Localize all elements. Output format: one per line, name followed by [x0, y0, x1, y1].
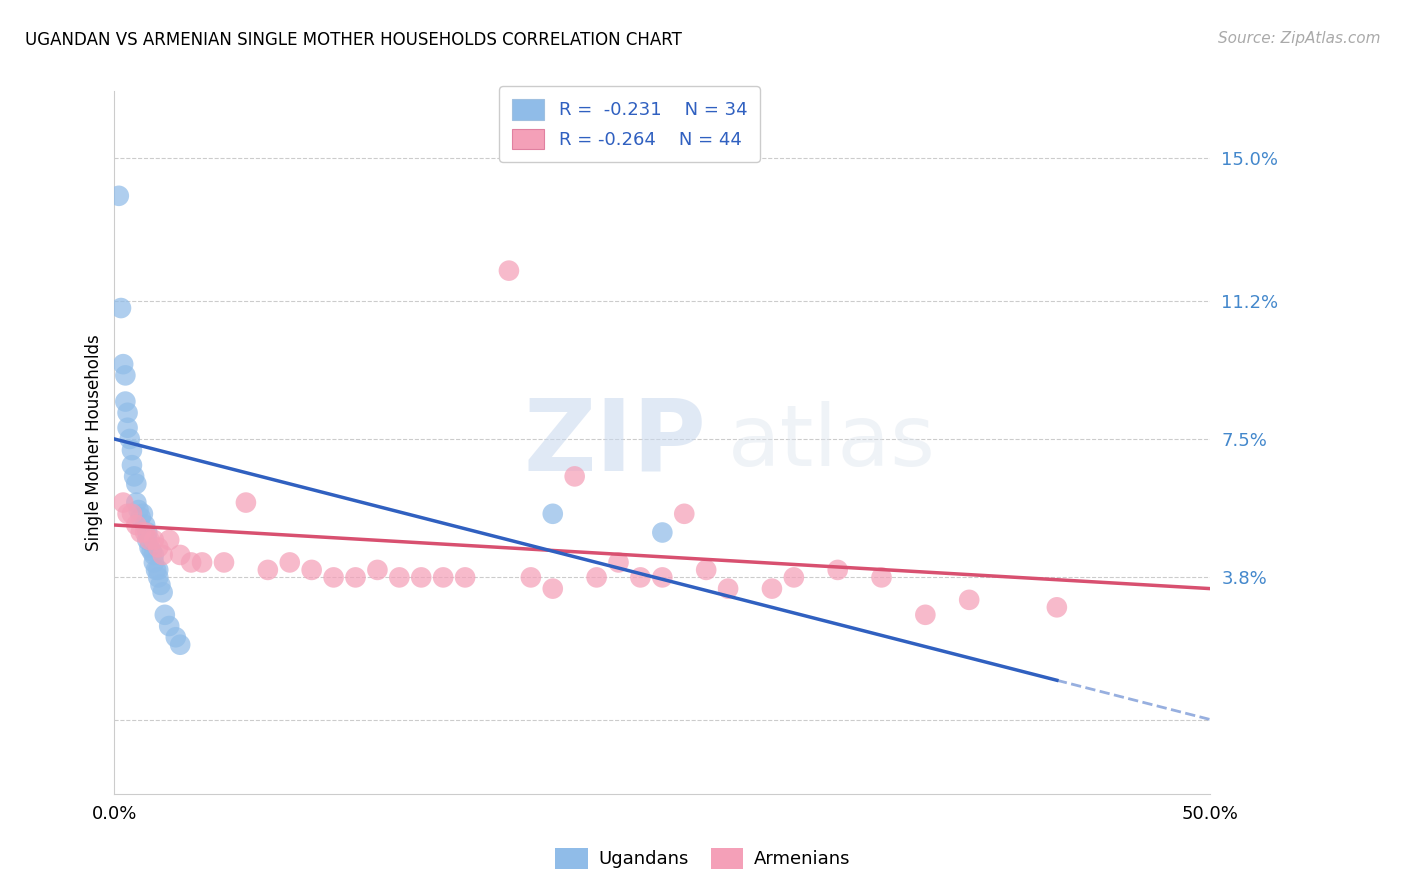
Point [541, 507, 564, 521]
Point [142, 533, 165, 547]
Point [673, 507, 696, 521]
Point [121, 458, 143, 472]
Point [157, 533, 180, 547]
Point [301, 563, 323, 577]
Point [118, 432, 141, 446]
Point [125, 476, 148, 491]
Point [129, 525, 152, 540]
Point [870, 570, 893, 584]
Point [564, 469, 586, 483]
Point [388, 570, 411, 584]
Point [761, 582, 783, 596]
Point [541, 582, 564, 596]
Point [717, 582, 740, 596]
Point [121, 443, 143, 458]
Text: Source: ZipAtlas.com: Source: ZipAtlas.com [1218, 31, 1381, 46]
Point [134, 518, 156, 533]
Point [628, 570, 651, 584]
Point [134, 525, 156, 540]
Point [914, 607, 936, 622]
Point [110, 301, 132, 315]
Point [114, 368, 136, 383]
Legend: Ugandans, Armenians: Ugandans, Armenians [548, 840, 858, 876]
Point [117, 507, 139, 521]
Text: ZIP: ZIP [523, 394, 706, 491]
Point [165, 630, 187, 644]
Y-axis label: Single Mother Households: Single Mother Households [86, 334, 103, 551]
Point [138, 533, 160, 547]
Point [278, 556, 301, 570]
Point [148, 570, 170, 584]
Point [180, 556, 202, 570]
Point [169, 548, 191, 562]
Point [344, 570, 367, 584]
Text: UGANDAN VS ARMENIAN SINGLE MOTHER HOUSEHOLDS CORRELATION CHART: UGANDAN VS ARMENIAN SINGLE MOTHER HOUSEH… [25, 31, 682, 49]
Point [117, 406, 139, 420]
Point [128, 503, 150, 517]
Point [695, 563, 717, 577]
Point [129, 510, 152, 524]
Point [191, 556, 214, 570]
Point [122, 469, 145, 483]
Point [121, 507, 143, 521]
Point [148, 563, 170, 577]
Point [827, 563, 849, 577]
Point [149, 578, 172, 592]
Point [432, 570, 454, 584]
Point [136, 525, 159, 540]
Point [498, 263, 520, 277]
Point [153, 607, 176, 622]
Point [114, 394, 136, 409]
Point [142, 556, 165, 570]
Point [107, 189, 129, 203]
Point [520, 570, 543, 584]
Text: atlas: atlas [728, 401, 936, 484]
Point [1046, 600, 1069, 615]
Point [142, 548, 165, 562]
Point [125, 495, 148, 509]
Point [138, 541, 160, 555]
Point [132, 507, 155, 521]
Point [112, 357, 135, 371]
Point [212, 556, 235, 570]
Point [651, 525, 673, 540]
Point [157, 619, 180, 633]
Point [957, 592, 980, 607]
Legend: R =  -0.231    N = 34, R = -0.264    N = 44: R = -0.231 N = 34, R = -0.264 N = 44 [499, 86, 759, 162]
Point [454, 570, 477, 584]
Point [256, 563, 278, 577]
Point [585, 570, 607, 584]
Point [322, 570, 344, 584]
Point [152, 585, 174, 599]
Point [235, 495, 257, 509]
Point [651, 570, 673, 584]
Point [366, 563, 388, 577]
Point [125, 518, 148, 533]
Point [117, 421, 139, 435]
Point [148, 541, 170, 555]
Point [136, 533, 159, 547]
Point [783, 570, 806, 584]
Point [141, 544, 163, 558]
Point [411, 570, 433, 584]
Point [152, 548, 174, 562]
Point [607, 556, 630, 570]
Point [112, 495, 135, 509]
Point [169, 638, 191, 652]
Point [145, 563, 167, 577]
